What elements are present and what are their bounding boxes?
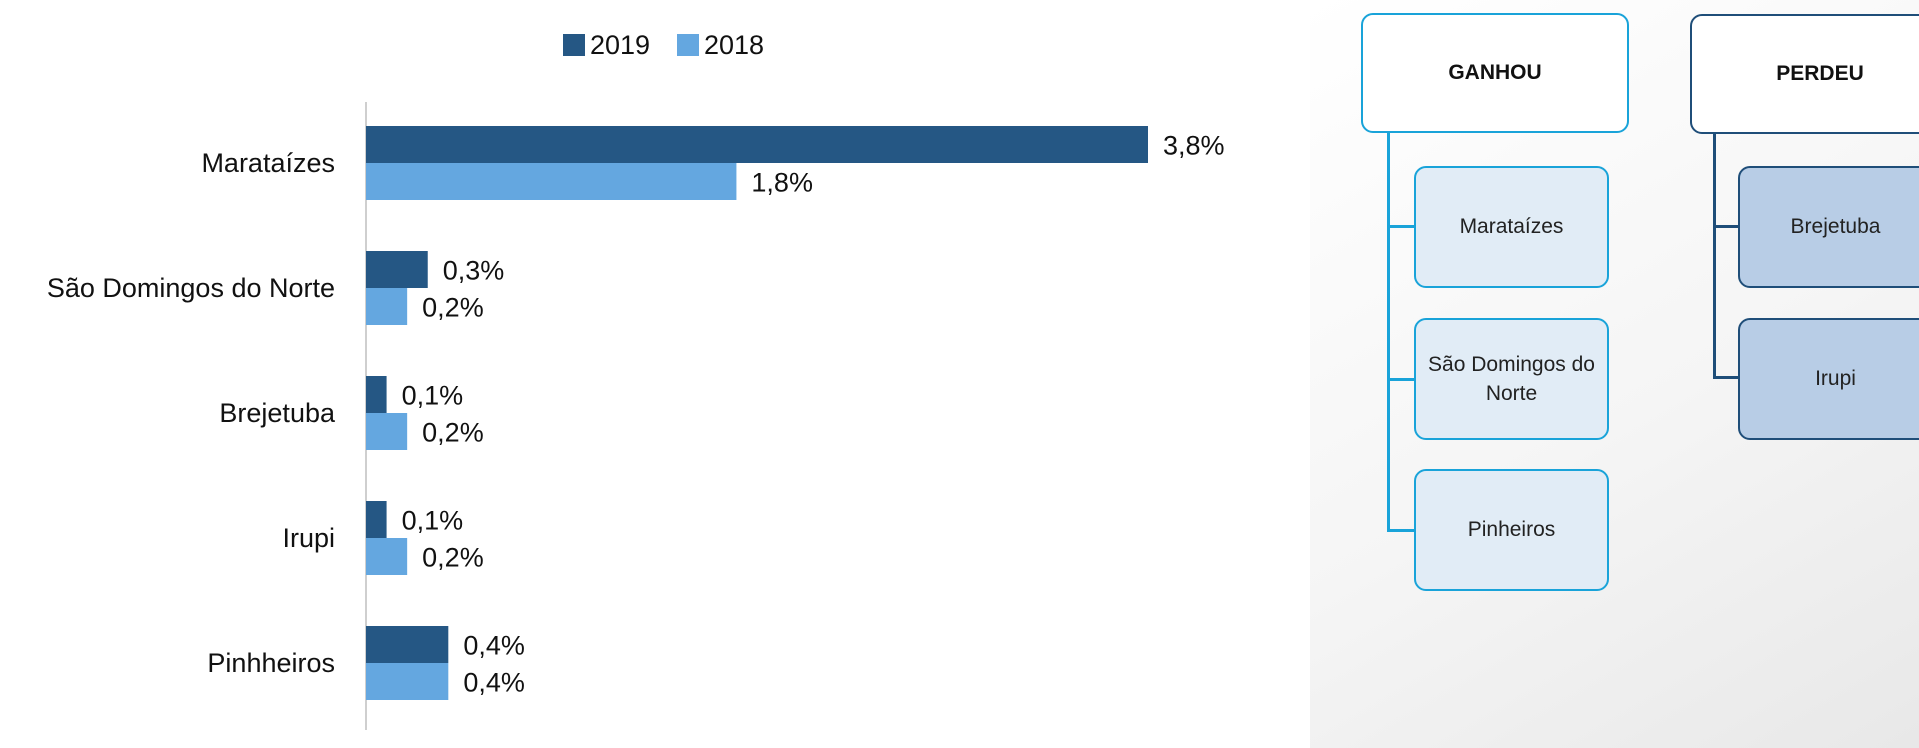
ganhou-connector-2 (1387, 378, 1414, 381)
category-label-brejetuba: Brejetuba (219, 398, 336, 428)
ganhou-connector-vertical (1387, 133, 1390, 531)
legend-swatch-2018 (677, 34, 699, 56)
value-label-2018-marataizes: 1,8% (751, 168, 813, 198)
bar-2019-sao-domingos-do-norte (366, 251, 428, 288)
bar-2018-irupi (366, 538, 408, 575)
chart-legend: 2019 2018 (563, 30, 764, 60)
bar-2019-irupi (366, 501, 387, 538)
category-label-irupi: Irupi (282, 523, 335, 553)
category-label-pinhheiros: Pinhheiros (207, 648, 335, 678)
value-label-2018-sao-domingos-do-norte: 0,2% (422, 293, 484, 323)
perdeu-item-irupi: Irupi (1738, 318, 1919, 440)
value-label-2018-pinhheiros: 0,4% (463, 668, 525, 698)
bar-2019-brejetuba (366, 376, 387, 413)
bar-2018-brejetuba (366, 413, 408, 450)
legend-label-2018: 2018 (704, 30, 764, 60)
ganhou-item-pinheiros: Pinheiros (1414, 469, 1609, 591)
value-label-2019-pinhheiros: 0,4% (463, 631, 525, 661)
perdeu-connector-1 (1713, 225, 1738, 228)
perdeu-item-brejetuba: Brejetuba (1738, 166, 1919, 288)
ganhou-item-marataizes: Marataízes (1414, 166, 1609, 288)
category-label-sao-domingos-do-norte: São Domingos do Norte (47, 273, 335, 303)
bar-2018-sao-domingos-do-norte (366, 288, 408, 325)
value-label-2019-marataizes: 3,8% (1163, 131, 1225, 161)
bar-2019-pinhheiros (366, 626, 449, 663)
bar-2018-pinhheiros (366, 663, 449, 700)
ganhou-item-sao-domingos-do-norte: São Domingos do Norte (1414, 318, 1609, 440)
perdeu-header: PERDEU (1690, 14, 1919, 134)
ganhou-connector-1 (1387, 225, 1414, 228)
legend-label-2019: 2019 (590, 30, 650, 60)
ganhou-header: GANHOU (1361, 13, 1629, 133)
category-label-marataizes: Marataízes (201, 148, 335, 178)
perdeu-connector-2 (1713, 376, 1738, 379)
ganhou-connector-3 (1387, 529, 1414, 532)
value-label-2019-sao-domingos-do-norte: 0,3% (443, 256, 505, 286)
bar-2019-marataizes (366, 126, 1148, 163)
value-label-2018-irupi: 0,2% (422, 543, 484, 573)
value-label-2019-irupi: 0,1% (402, 506, 464, 536)
bar-chart: 2019 2018 Marataízes 3,8% 1,8% São Domingos… (47, 30, 1225, 730)
value-label-2019-brejetuba: 0,1% (402, 381, 464, 411)
bars-layer: Marataízes 3,8% 1,8% São Domingos do Norte 0… (47, 126, 1225, 700)
perdeu-connector-vertical (1713, 134, 1716, 378)
legend-swatch-2019 (563, 34, 585, 56)
bar-2018-marataizes (366, 163, 737, 200)
value-label-2018-brejetuba: 0,2% (422, 418, 484, 448)
